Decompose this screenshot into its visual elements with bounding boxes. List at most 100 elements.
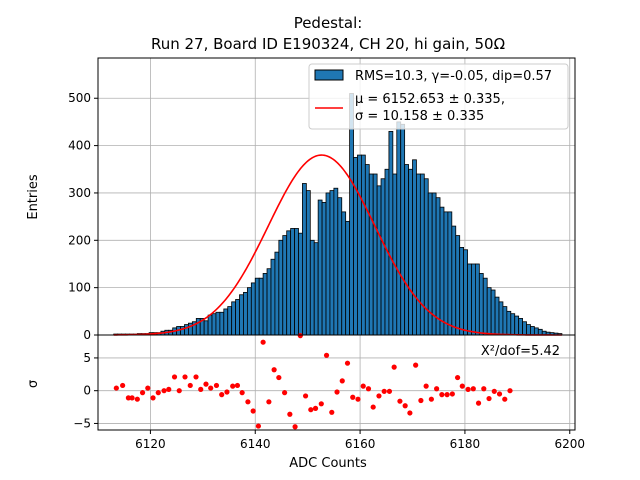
- residual-point: [397, 398, 403, 404]
- histogram-bar: [423, 178, 429, 336]
- histogram-bar: [506, 310, 512, 336]
- histogram-bar: [498, 301, 504, 336]
- histogram-bar: [514, 315, 520, 336]
- y-tick-label: 400: [68, 139, 91, 153]
- histogram-bar: [451, 225, 457, 336]
- histogram-bar: [337, 197, 343, 336]
- histogram-bar: [266, 268, 272, 336]
- residual-point: [255, 423, 261, 429]
- residual-point: [381, 388, 387, 394]
- residual-point: [413, 362, 419, 368]
- residual-point: [318, 401, 324, 407]
- histogram-bar: [490, 289, 496, 336]
- histogram-bar: [408, 168, 413, 336]
- residual-point: [250, 408, 256, 414]
- histogram-bar: [274, 251, 280, 336]
- histogram-bar: [388, 130, 394, 336]
- residual-point: [176, 388, 182, 394]
- histogram-bar: [290, 228, 295, 336]
- residual-point: [182, 374, 188, 380]
- residual-point: [496, 391, 503, 397]
- residual-point: [434, 386, 440, 392]
- residual-points: [113, 333, 513, 430]
- residual-point: [266, 399, 272, 405]
- histogram-bar: [321, 202, 327, 336]
- residual-point: [208, 385, 214, 391]
- histogram-bar: [522, 321, 527, 336]
- histogram-bar: [305, 190, 311, 336]
- y-tick-label: −5: [73, 416, 91, 430]
- gaussian-fit-curve: [113, 154, 562, 336]
- residual-point: [150, 395, 156, 401]
- histogram-bar: [412, 159, 417, 336]
- residual-point: [129, 395, 135, 401]
- residual-point: [334, 389, 340, 395]
- histogram-bar: [227, 306, 233, 336]
- residual-point: [376, 393, 382, 399]
- residual-point: [134, 396, 140, 402]
- histogram-bar: [223, 308, 229, 336]
- histogram-bar: [486, 287, 492, 336]
- histogram-bar: [294, 228, 299, 336]
- histogram-bar: [482, 277, 488, 336]
- residuals-annotation: X²/dof=5.42: [481, 344, 560, 359]
- histogram-bar: [262, 273, 268, 336]
- residual-point: [155, 390, 161, 396]
- residual-point: [198, 386, 204, 392]
- histogram-bar: [180, 326, 185, 336]
- residual-point: [344, 360, 351, 366]
- residual-point: [166, 386, 172, 392]
- residual-point: [507, 388, 513, 394]
- histogram-bar: [184, 324, 189, 336]
- histogram-bar: [203, 320, 209, 336]
- histogram-bar: [329, 190, 335, 336]
- histogram-bar: [270, 258, 276, 336]
- y-tick-label: 5: [83, 351, 91, 365]
- chart-subtitle: Run 27, Board ID E190324, CH 20, hi gain…: [151, 35, 505, 53]
- residual-point: [439, 392, 445, 398]
- histogram-bar: [455, 235, 461, 336]
- residual-point: [234, 382, 241, 389]
- residual-point: [486, 395, 492, 402]
- histogram-bar: [502, 306, 508, 336]
- histogram-bar: [215, 311, 221, 336]
- residual-point: [475, 400, 482, 406]
- residual-point: [312, 405, 319, 411]
- residual-point: [161, 388, 167, 394]
- y-tick-label: 200: [68, 233, 91, 247]
- histogram-bar: [286, 230, 292, 336]
- histogram-bar: [364, 164, 370, 336]
- legend-box: [308, 63, 569, 130]
- residual-point: [187, 382, 193, 389]
- residual-point: [276, 374, 282, 381]
- histogram-bar: [537, 328, 543, 336]
- legend-label-fit-sigma: σ = 10.158 ± 0.335: [355, 109, 484, 124]
- residual-point: [297, 333, 303, 339]
- residual-point: [292, 424, 298, 430]
- histogram-bar: [380, 178, 386, 336]
- residual-point: [139, 390, 146, 396]
- histogram-bar: [317, 199, 323, 336]
- residual-point: [360, 383, 366, 389]
- histogram-bar: [250, 282, 256, 336]
- legend: RMS=10.3, γ=-0.05, dip=0.57 μ = 6152.653…: [308, 63, 569, 130]
- residual-point: [444, 392, 450, 398]
- residual-point: [171, 374, 178, 380]
- histogram-bar: [471, 263, 476, 336]
- histogram-bar: [510, 313, 516, 336]
- residual-point: [365, 386, 372, 392]
- histogram-bar: [246, 287, 252, 336]
- histogram-bar: [309, 239, 315, 336]
- residuals-y-ticks: −5 0 5: [73, 351, 98, 430]
- histogram-y-label: Entries: [26, 174, 41, 220]
- residual-point: [454, 374, 461, 381]
- histogram-bar: [475, 263, 480, 336]
- legend-label-histogram: RMS=10.3, γ=-0.05, dip=0.57: [355, 69, 552, 84]
- legend-label-fit-mu: μ = 6152.653 ± 0.335,: [355, 92, 505, 107]
- residual-point: [423, 383, 429, 389]
- histogram-bar: [254, 277, 260, 336]
- residual-point: [329, 409, 335, 415]
- x-tick-label: 6120: [135, 437, 166, 451]
- residual-point: [402, 403, 408, 409]
